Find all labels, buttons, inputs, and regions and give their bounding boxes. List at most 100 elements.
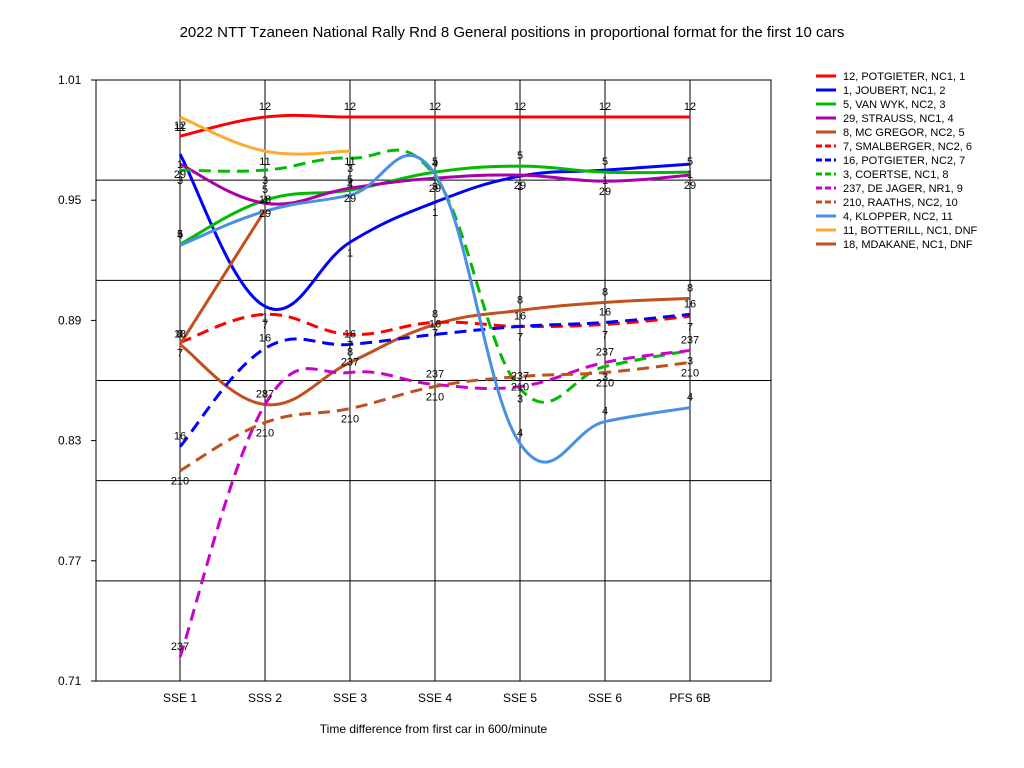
- series-line-8: [178, 348, 691, 658]
- series-line-11: [179, 115, 351, 156]
- series-line-0: [179, 113, 690, 138]
- grid-layer: [95, 79, 772, 682]
- point-label: 29: [514, 180, 526, 192]
- point-label: 7: [177, 347, 183, 359]
- point-label: 1: [177, 159, 183, 171]
- point-label: 1: [687, 169, 693, 181]
- point-label: 1: [602, 175, 608, 187]
- point-label: 5: [687, 156, 693, 168]
- point-label: 237: [171, 641, 189, 653]
- point-label: 16: [344, 328, 356, 340]
- point-label: 5: [347, 174, 353, 186]
- point-label: 8: [177, 328, 183, 340]
- point-label: 16: [429, 318, 441, 330]
- point-label: 8: [347, 346, 353, 358]
- point-label: 3: [177, 175, 183, 187]
- point-label: 210: [341, 414, 359, 426]
- point-label: 12: [514, 101, 526, 113]
- point-label: 8: [517, 294, 523, 306]
- legend-entry: 1, JOUBERT, NC1, 2: [843, 85, 946, 97]
- point-label: 16: [514, 310, 526, 322]
- point-label: 7: [602, 329, 608, 341]
- point-label: 12: [344, 101, 356, 113]
- legend-entry: 16, POTGIETER, NC2, 7: [843, 155, 965, 167]
- point-label: 8: [687, 282, 693, 294]
- series-line-10: [179, 153, 691, 464]
- x-tick-label: SSE 5: [503, 691, 537, 705]
- point-label: 3: [517, 394, 523, 406]
- point-label: 5: [432, 156, 438, 168]
- point-label: 12: [429, 101, 441, 113]
- axis-layer: 0.71 0.77 0.83 0.89 0.95 1.01 SSE 1 SSS 2 SSE 3 S…: [58, 73, 711, 705]
- point-label: 1: [432, 207, 438, 219]
- point-label: 29: [174, 169, 186, 181]
- x-tick-label: PFS 6B: [669, 691, 710, 705]
- point-label: 3: [347, 163, 353, 175]
- y-tick-label: 0.71: [58, 674, 82, 688]
- point-label: 210: [256, 428, 274, 440]
- point-label: 4: [262, 195, 268, 207]
- legend-entry: 5, VAN WYK, NC2, 3: [843, 99, 946, 111]
- point-label: 8: [432, 308, 438, 320]
- y-tick-label: 1.01: [58, 73, 82, 87]
- point-label: 5: [262, 184, 268, 196]
- point-label: 237: [511, 371, 529, 383]
- chart-title: 2022 NTT Tzaneen National Rally Rnd 8 Ge…: [179, 24, 845, 41]
- series-line-6: [178, 312, 691, 448]
- series-line-12: [178, 209, 267, 346]
- point-label: 16: [599, 306, 611, 318]
- point-label: 7: [517, 331, 523, 343]
- legend-entry: 29, STRAUSS, NC1, 4: [843, 113, 954, 125]
- point-label: 11: [259, 156, 270, 168]
- point-label: 237: [256, 389, 274, 401]
- point-label: 16: [259, 332, 271, 344]
- point-label: 7: [432, 327, 438, 339]
- point-label: 4: [517, 428, 523, 440]
- legend-entry: 3, COERTSE, NC1, 8: [843, 169, 949, 181]
- point-label: 210: [596, 377, 614, 389]
- point-label: 29: [684, 180, 696, 192]
- point-label: 29: [344, 193, 356, 205]
- point-label: 4: [177, 229, 183, 241]
- point-label: 8: [602, 286, 608, 298]
- x-tick-label: SSE 3: [333, 691, 367, 705]
- point-label: 8: [262, 389, 268, 401]
- point-label: 210: [171, 476, 189, 488]
- point-label: 3: [602, 371, 608, 383]
- legend: 12, POTGIETER, NC1, 1 1, JOUBERT, NC1, 2 5…: [816, 71, 978, 251]
- legend-entry: 4, KLOPPER, NC2, 11: [843, 211, 953, 223]
- point-label: 5: [177, 228, 183, 240]
- point-label: 5: [517, 150, 523, 162]
- point-label: 237: [341, 356, 359, 368]
- legend-entry: 12, POTGIETER, NC1, 1: [843, 71, 965, 83]
- point-label: 12: [599, 101, 611, 113]
- point-label: 7: [347, 339, 353, 351]
- point-label: 210: [426, 392, 444, 404]
- x-tick-label: SSE 6: [588, 691, 622, 705]
- point-label: 11: [344, 156, 355, 168]
- y-tick-label: 0.77: [58, 554, 82, 568]
- x-tick-label: SSS 2: [248, 691, 282, 705]
- point-label: 7: [687, 321, 693, 333]
- point-label: 1: [517, 181, 523, 193]
- point-label: 18: [259, 194, 271, 206]
- point-label: 12: [684, 101, 696, 113]
- x-tick-label: SSE 4: [418, 691, 452, 705]
- series-line-9: [179, 360, 691, 472]
- legend-entry: 210, RAATHS, NC2, 10: [843, 197, 958, 209]
- series-layer: [178, 113, 691, 658]
- y-tick-label: 0.95: [58, 193, 82, 207]
- y-tick-label: 0.83: [58, 434, 82, 448]
- point-label: 12: [174, 120, 186, 132]
- point-label: 3: [687, 355, 693, 367]
- point-label: 29: [599, 186, 611, 198]
- point-label: 11: [174, 122, 185, 134]
- point-label: 237: [426, 369, 444, 381]
- point-label: 3: [262, 175, 268, 187]
- legend-entry: 8, MC GREGOR, NC2, 5: [843, 127, 965, 139]
- point-label: 4: [687, 392, 693, 404]
- point-label: 29: [259, 208, 271, 220]
- point-label: 4: [347, 179, 353, 191]
